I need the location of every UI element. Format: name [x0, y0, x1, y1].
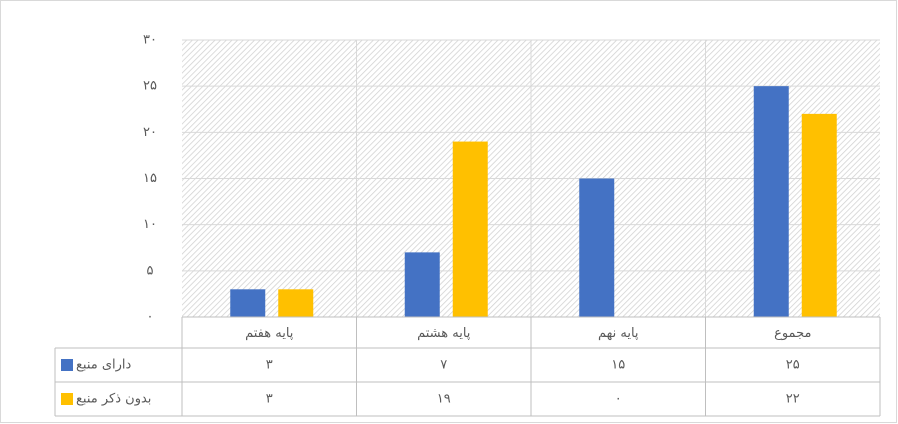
- legend-label: دارای منبع: [76, 358, 132, 373]
- bar: [802, 114, 837, 317]
- x-tick-label: مجموع: [774, 326, 811, 341]
- table-value: ۱۹: [437, 392, 451, 407]
- y-tick-label: ۱۵: [143, 171, 157, 186]
- y-tick-label: ۳۰: [143, 33, 157, 48]
- legend-key: [61, 359, 73, 371]
- bar: [754, 86, 789, 317]
- legend-label: بدون ذکر منبع: [76, 392, 151, 407]
- y-tick-label: ۰: [147, 310, 154, 325]
- bar: [405, 252, 440, 317]
- bar: [230, 289, 265, 317]
- y-tick-label: ۲۵: [143, 79, 157, 94]
- x-tick-label: پایه هفتم: [245, 326, 294, 341]
- table-value: ۳: [266, 392, 273, 407]
- y-tick-label: ۱۰: [143, 217, 157, 232]
- table-value: ۲۲: [786, 392, 800, 407]
- table-value: ۲۵: [786, 358, 800, 373]
- chart: ۰۵۱۰۱۵۲۰۲۵۳۰پایه هفتمپایه هشتمپایه نهممج…: [0, 0, 898, 424]
- table-value: ۰: [615, 392, 622, 407]
- bar: [278, 289, 313, 317]
- y-tick-label: ۵: [147, 263, 154, 278]
- bar: [453, 142, 488, 317]
- legend-key: [61, 393, 73, 405]
- x-tick-label: پایه هشتم: [417, 326, 471, 341]
- table-value: ۷: [440, 358, 447, 373]
- x-tick-label: پایه نهم: [598, 326, 639, 341]
- bar: [579, 179, 614, 318]
- y-tick-label: ۲۰: [143, 125, 157, 140]
- table-value: ۳: [266, 358, 273, 373]
- table-value: ۱۵: [611, 358, 625, 373]
